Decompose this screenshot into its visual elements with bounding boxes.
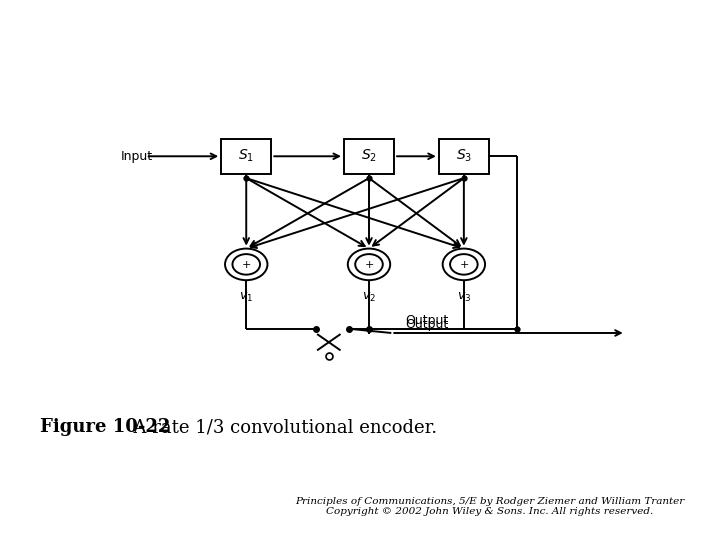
Text: $+$: $+$ xyxy=(459,259,469,270)
Text: Input: Input xyxy=(121,150,153,163)
Text: $S_2$: $S_2$ xyxy=(361,148,377,165)
FancyBboxPatch shape xyxy=(344,139,394,174)
Text: Principles of Communications, 5/E by Rodger Ziemer and William Tranter
Copyright: Principles of Communications, 5/E by Rod… xyxy=(294,497,684,516)
Text: $S_1$: $S_1$ xyxy=(238,148,254,165)
Text: Output: Output xyxy=(405,318,449,331)
Text: $S_3$: $S_3$ xyxy=(456,148,472,165)
FancyBboxPatch shape xyxy=(221,139,271,174)
Text: A rate 1/3 convolutional encoder.: A rate 1/3 convolutional encoder. xyxy=(122,418,438,436)
Text: $v_3$: $v_3$ xyxy=(456,291,471,303)
Text: $+$: $+$ xyxy=(364,259,374,270)
Text: $v_1$: $v_1$ xyxy=(239,291,253,303)
Text: Output: Output xyxy=(405,314,449,327)
Text: Figure 10-22: Figure 10-22 xyxy=(40,418,170,436)
Text: $+$: $+$ xyxy=(241,259,251,270)
FancyBboxPatch shape xyxy=(438,139,489,174)
Text: $v_2$: $v_2$ xyxy=(362,291,376,303)
